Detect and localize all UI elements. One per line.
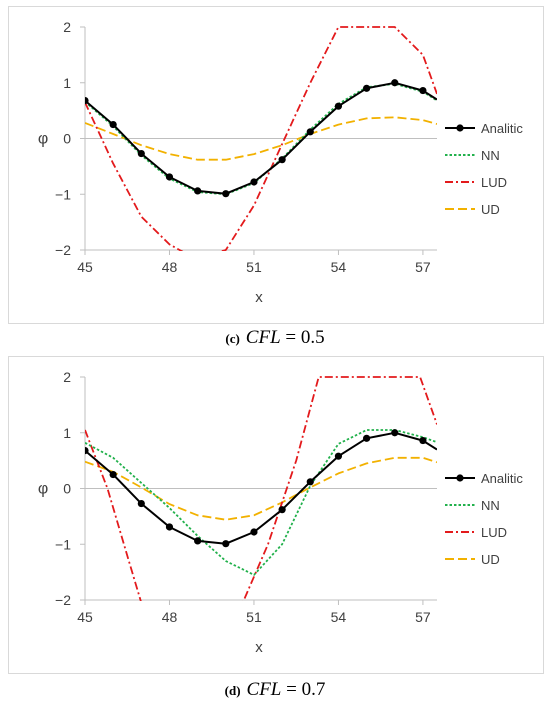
- data-point-analitic: [194, 187, 202, 195]
- x-tick-label: 57: [415, 259, 431, 275]
- y-tick-label: 0: [63, 131, 71, 147]
- series-line-ud: [85, 456, 437, 521]
- data-point-analitic: [222, 190, 230, 198]
- data-point-analitic: [419, 86, 427, 95]
- data-point-analitic: [334, 452, 343, 460]
- x-tick-label: 51: [246, 259, 262, 275]
- chart-panel-c: 2 1 0 −1 −2 45 48 51 54 57 x φ Analitic NN LUD UD: [8, 6, 544, 324]
- x-tick-label: 48: [162, 609, 178, 625]
- legend-label-nn: NN: [481, 498, 500, 513]
- x-axis-label: x: [255, 289, 263, 306]
- data-point-analitic: [334, 102, 343, 110]
- y-tick-label: −1: [55, 536, 71, 552]
- caption-d-tag: (d): [224, 683, 241, 698]
- data-point-analitic: [391, 79, 399, 87]
- y-axis-label: φ: [38, 481, 48, 498]
- caption-c-tag: (c): [225, 331, 240, 346]
- x-tick-label: 54: [331, 609, 347, 625]
- caption-d-variable: CFL: [246, 679, 282, 700]
- data-point-analitic: [85, 96, 89, 105]
- x-tick-label: 48: [162, 259, 178, 275]
- data-point-analitic: [109, 120, 117, 129]
- legend-label-ud: UD: [481, 552, 500, 567]
- data-point-analitic: [137, 149, 145, 158]
- data-point-analitic: [250, 528, 258, 536]
- legend-label-analitic: Analitic: [481, 471, 523, 486]
- legend-label-lud: LUD: [481, 525, 507, 540]
- y-tick-label: 1: [63, 75, 71, 91]
- data-point-analitic: [306, 478, 314, 486]
- caption-d: (d) CFL = 0.7: [0, 679, 550, 701]
- data-point-analitic: [363, 434, 371, 442]
- caption-c: (c) CFL = 0.5: [0, 327, 550, 349]
- data-point-analitic: [250, 178, 258, 186]
- data-point-analitic: [306, 128, 314, 136]
- x-tick-label: 54: [331, 259, 347, 275]
- data-point-analitic: [165, 173, 174, 181]
- plot-area: [85, 26, 437, 251]
- y-tick-label: −2: [55, 592, 71, 608]
- y-tick-label: −2: [55, 242, 71, 258]
- x-tick-label: 45: [77, 609, 93, 625]
- series-line-nn: [85, 83, 437, 196]
- legend-marker-analitic: [456, 124, 464, 132]
- caption-c-variable: CFL: [245, 327, 281, 348]
- x-tick-label: 57: [415, 609, 431, 625]
- series-line-analitic: [85, 431, 437, 545]
- series-line-lud: [85, 26, 437, 251]
- data-point-analitic: [363, 84, 371, 92]
- chart-c-svg: 2 1 0 −1 −2 45 48 51 54 57 x φ Analitic NN LUD UD: [38, 19, 524, 306]
- data-point-analitic: [194, 537, 202, 545]
- data-point-analitic: [278, 506, 286, 514]
- chart-d-svg: 2 1 0 −1 −2 45 48 51 54 57 x φ Analitic NN LUD UD: [38, 369, 524, 656]
- x-tick-label: 45: [77, 259, 93, 275]
- legend-label-lud: LUD: [481, 175, 507, 190]
- series-line-lud: [85, 376, 437, 601]
- data-point-analitic: [222, 540, 230, 548]
- data-point-analitic: [278, 156, 286, 164]
- y-axis-label: φ: [38, 131, 48, 148]
- data-point-analitic: [137, 499, 145, 508]
- data-point-analitic: [85, 446, 89, 455]
- chart-panel-d: 2 1 0 −1 −2 45 48 51 54 57 x φ Analitic NN LUD UD: [8, 356, 544, 674]
- data-point-analitic: [419, 436, 427, 445]
- legend-marker-analitic: [456, 474, 464, 482]
- data-point-analitic: [109, 470, 117, 479]
- series-line-nn: [85, 429, 437, 576]
- y-tick-label: 0: [63, 481, 71, 497]
- caption-d-equation: = 0.7: [281, 679, 326, 700]
- series-line-analitic: [85, 81, 437, 195]
- series-line-ud: [85, 116, 437, 161]
- plot-area: [85, 376, 437, 601]
- data-point-analitic: [165, 523, 174, 531]
- legend-label-ud: UD: [481, 202, 500, 217]
- data-point-analitic: [391, 429, 399, 437]
- x-tick-label: 51: [246, 609, 262, 625]
- x-axis-label: x: [255, 639, 263, 656]
- y-tick-label: 2: [63, 19, 71, 35]
- legend-label-nn: NN: [481, 148, 500, 163]
- y-tick-label: 2: [63, 369, 71, 385]
- y-tick-label: −1: [55, 186, 71, 202]
- y-tick-label: 1: [63, 425, 71, 441]
- legend-label-analitic: Analitic: [481, 121, 523, 136]
- caption-c-equation: = 0.5: [280, 327, 325, 348]
